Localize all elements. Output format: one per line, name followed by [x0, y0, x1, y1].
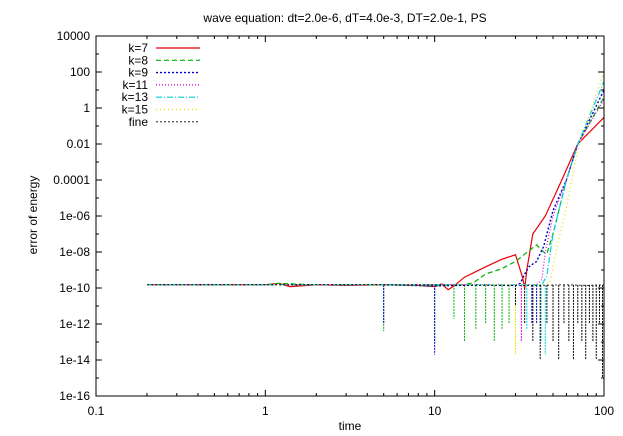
- series-line-k-7: [147, 116, 605, 291]
- axis-ticks: 0.1 1 10 100 1e-16 1e-14 1e-12 1e-10 1e-08 1e-06 0…: [53, 29, 614, 418]
- legend-label: k=11: [123, 78, 149, 92]
- y-tick-label: 0.01: [67, 137, 91, 151]
- y-tick-label: 10000: [57, 29, 91, 43]
- y-tick-label: 1: [83, 101, 90, 115]
- x-tick-label: 100: [594, 404, 614, 418]
- plot-area: [147, 71, 605, 378]
- legend-label: k=15: [122, 103, 149, 117]
- series-line-k-13: [147, 81, 605, 286]
- y-tick-label: 1e-10: [59, 281, 90, 295]
- x-tick-label: 10: [428, 404, 442, 418]
- y-tick-label: 1e-16: [59, 389, 90, 403]
- x-tick-label: 0.1: [88, 404, 105, 418]
- y-tick-label: 100: [70, 65, 90, 79]
- y-tick-label: 1e-14: [59, 353, 90, 367]
- legend-label: k=7: [128, 41, 148, 55]
- y-tick-label: 1e-08: [59, 245, 90, 259]
- chart-title: wave equation: dt=2.0e-6, dT=4.0e-3, DT=…: [202, 11, 486, 25]
- legend-label: k=9: [128, 66, 148, 80]
- series-line-fine: [147, 284, 605, 286]
- y-tick-label: 0.0001: [53, 173, 90, 187]
- legend-label: k=13: [122, 90, 149, 104]
- y-tick-label: 1e-12: [59, 317, 90, 331]
- x-axis-title: time: [339, 419, 362, 433]
- legend-label: fine: [129, 115, 149, 129]
- y-axis-title: error of energy: [26, 176, 40, 255]
- x-tick-label: 1: [262, 404, 269, 418]
- y-tick-label: 1e-06: [59, 209, 90, 223]
- legend-label: k=8: [128, 53, 148, 67]
